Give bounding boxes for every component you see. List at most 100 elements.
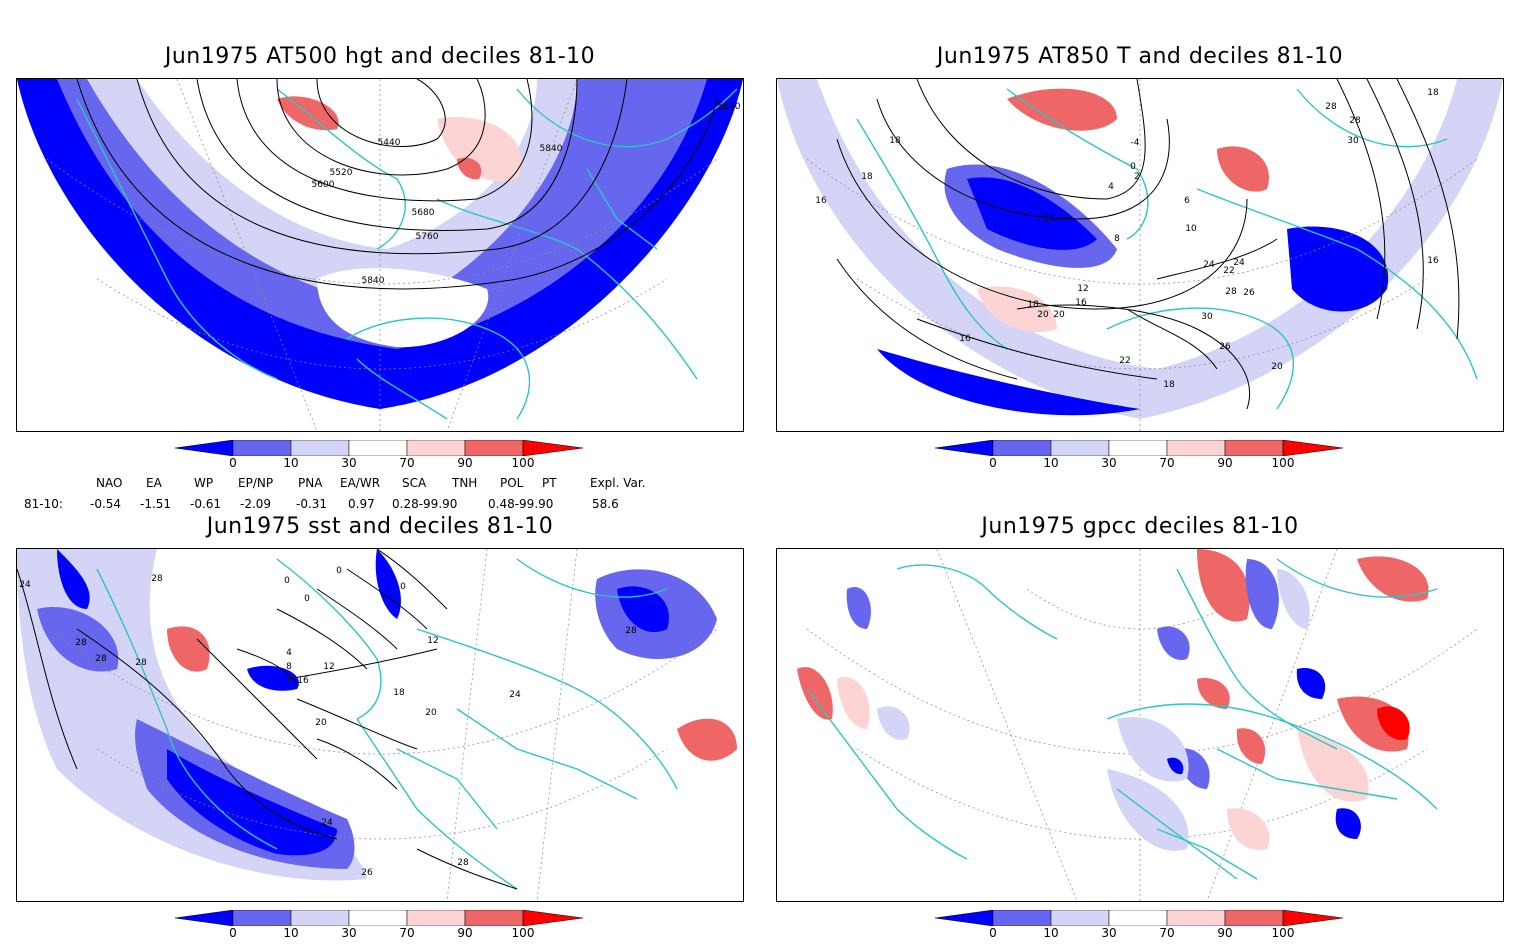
contour-labels: 18 18 16 10 -4 0 2 4 6 8 10 12 16 18 20 … [815,88,1439,390]
contour-label: 20 [1053,310,1065,320]
contour-label: 30 [1201,312,1213,322]
index-value: 58.6 [592,497,619,511]
contour-labels: 24 28 28 28 0 0 0 0 4 8 12 16 18 20 24 2… [19,566,637,878]
contour-label: 22 [1119,356,1130,366]
colorbar-tick: 90 [1217,926,1233,940]
contour-label: 16 [297,676,309,686]
colorbar-tick: 90 [457,926,473,940]
contour-label: 20 [425,708,437,718]
contour-label: 28 [95,654,107,664]
decile-fill-red-at [167,626,210,672]
colorbar-tick: 100 [1271,456,1295,470]
contour-label: 28 [1325,102,1337,112]
contour-label: 16 [1427,256,1439,266]
contour-label: -4 [1131,138,1140,148]
colorbar-tick: 70 [1159,456,1175,470]
index-value: 0.28-99.90 [392,497,458,511]
index-header: PNA [298,476,323,490]
colorbar-tick: 30 [1101,456,1117,470]
index-value: -0.54 [90,497,122,511]
coastlines [856,88,1478,410]
decile-fill-deep-w [967,177,1097,250]
contour-label: 24 [509,690,521,700]
map-sst: 24 28 28 28 0 0 0 0 4 8 12 16 18 20 24 2… [17,549,737,901]
contour-label: 4 [1108,182,1114,192]
decile-fill-deep-ba [375,549,401,619]
contour-label: 0 [400,582,406,592]
precip-decile-patches [797,549,1429,851]
contour-label: 10 [1185,224,1197,234]
contour-label: 28 [151,574,163,584]
decile-fill-south [877,349,1140,416]
decile-fill-deep [167,749,337,856]
decile-fill-white [137,79,537,249]
contour-label: 5760 [416,232,439,242]
colorbar-tick: 70 [399,926,415,940]
colorbar-tick: 90 [1217,456,1233,470]
contour-label: 18 [1027,300,1039,310]
colorbar-tick: 10 [1043,926,1059,940]
contour-label: 16 [1075,298,1087,308]
contour-label: 5680 [412,208,435,218]
colorbar-tick: 10 [283,456,299,470]
index-header: EA [146,476,162,490]
colorbar-tick: 100 [511,456,535,470]
index-header: NAO [96,476,123,490]
index-row-label: 81-10: [24,497,63,511]
contour-label: 28 [135,658,147,668]
decile-fill-red-se [677,718,737,761]
decile-fill-blue-e [1287,226,1389,312]
contour-label: 12 [427,636,438,646]
colorbar-t850: 0 10 30 70 90 100 [935,440,1345,474]
contour-label: 18 [1427,88,1439,98]
index-header: TNH [452,476,478,490]
index-value: -0.31 [296,497,328,511]
colorbar-hgt: 0 10 30 70 90 100 [175,440,585,474]
contour-label: 0 [336,566,342,576]
contour-label: 28 [457,858,469,868]
decile-fill-pink [437,117,522,182]
colorbar-tick: 0 [229,456,237,470]
colorbar-swatches [935,440,1344,456]
contour-label: 20 [1037,310,1049,320]
contour-label: 10 [1043,214,1055,224]
contour-label: 28 [1349,116,1361,126]
contour-label: 0 [304,594,310,604]
temp-contours [836,79,1460,410]
index-header: EA/WR [340,476,381,490]
colorbar-swatches [175,910,584,926]
index-header: POL [500,476,524,490]
contour-label: 5440 [378,138,401,148]
map-gpcc [797,549,1478,901]
coastlines [76,88,738,420]
colorbar-swatches [935,910,1344,926]
coastlines [96,558,678,890]
sst-contours [17,549,518,890]
index-value: -2.09 [240,497,272,511]
contour-label: 8 [1114,234,1120,244]
contour-label: 0 [284,576,290,586]
contour-label: 28 [75,638,87,648]
decile-fill-deep-ne [617,586,669,633]
contour-labels: 5840 5440 5840 5520 5600 5680 5760 5840 [312,102,741,286]
contour-label: 5840 [540,144,563,154]
panel-title-t850: Jun1975 AT850 T and deciles 81-10 [936,44,1344,69]
contour-label: 30 [1347,136,1359,146]
index-value: 0.97 [348,497,375,511]
contour-label: 16 [815,196,827,206]
colorbar-tick: 30 [341,926,357,940]
contour-label: 8 [286,662,292,672]
colorbar-tick: 30 [1101,926,1117,940]
contour-label: 18 [861,172,873,182]
map-panel-sst: 24 28 28 28 0 0 0 0 4 8 12 16 18 20 24 2… [16,548,744,902]
colorbar-tick: 10 [283,926,299,940]
contour-label: 5520 [330,168,353,178]
contour-label: 6 [1184,196,1190,206]
graticule [46,79,718,431]
colorbar-tick: 0 [229,926,237,940]
map-panel-hgt: 5840 5440 5840 5520 5600 5680 5760 5840 [16,78,744,432]
contour-label: 24 [19,580,31,590]
contour-label: 24 [1203,260,1215,270]
index-value: -0.61 [190,497,222,511]
colorbar-tick: 90 [457,456,473,470]
